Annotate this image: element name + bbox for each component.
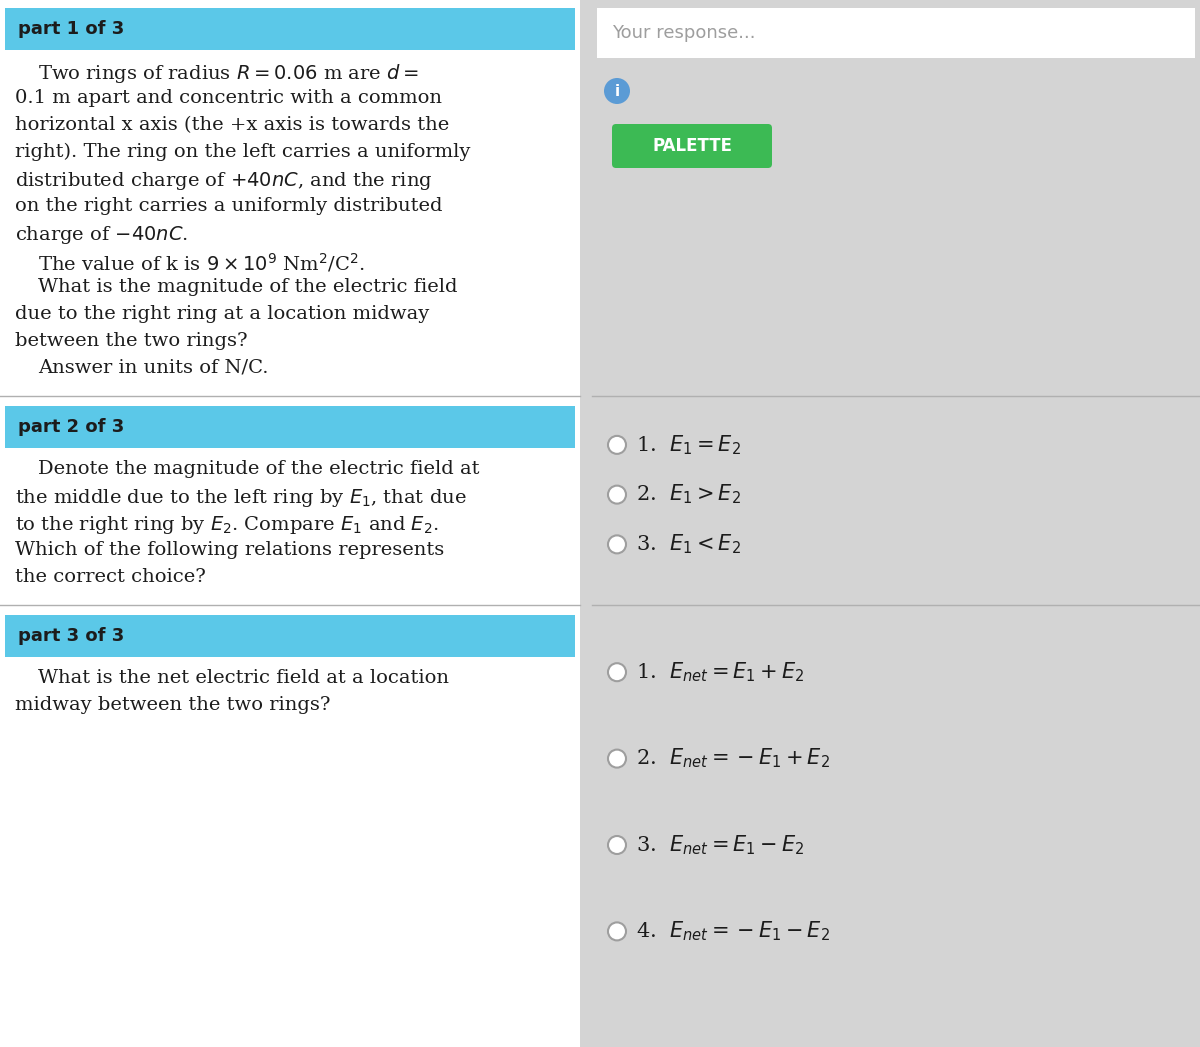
Text: The value of k is $9 \times 10^9$ Nm$^2$/C$^2$.: The value of k is $9 \times 10^9$ Nm$^2$… (38, 251, 365, 274)
Text: part 3 of 3: part 3 of 3 (18, 627, 125, 645)
Text: 1.  $E_{net} = E_1 + E_2$: 1. $E_{net} = E_1 + E_2$ (636, 661, 804, 684)
Circle shape (604, 77, 630, 104)
FancyBboxPatch shape (612, 124, 772, 168)
Text: 2.  $E_1 > E_2$: 2. $E_1 > E_2$ (636, 483, 740, 507)
Bar (5, 615, 575, 658)
Text: due to the right ring at a location midway: due to the right ring at a location midw… (14, 305, 430, 324)
Circle shape (608, 436, 626, 454)
Text: midway between the two rings?: midway between the two rings? (14, 696, 330, 714)
Circle shape (608, 836, 626, 854)
Text: horizontal x axis (the +x axis is towards the: horizontal x axis (the +x axis is toward… (14, 116, 449, 134)
Text: Denote the magnitude of the electric field at: Denote the magnitude of the electric fie… (38, 460, 480, 478)
Text: 3.  $E_1 < E_2$: 3. $E_1 < E_2$ (636, 533, 740, 556)
Circle shape (608, 663, 626, 682)
Circle shape (608, 535, 626, 554)
Text: the correct choice?: the correct choice? (14, 569, 206, 586)
Bar (592, 0, 1200, 1047)
Text: What is the net electric field at a location: What is the net electric field at a loca… (38, 669, 449, 687)
Text: Answer in units of N/C.: Answer in units of N/C. (38, 359, 269, 377)
Text: Your response...: Your response... (612, 24, 756, 42)
Bar (598, 8, 1195, 58)
Bar (5, 406, 575, 448)
Text: 4.  $E_{net} = -E_1 - E_2$: 4. $E_{net} = -E_1 - E_2$ (636, 919, 830, 943)
Text: part 1 of 3: part 1 of 3 (18, 20, 125, 38)
Text: to the right ring by $E_2$. Compare $E_1$ and $E_2$.: to the right ring by $E_2$. Compare $E_1… (14, 514, 439, 536)
Circle shape (608, 750, 626, 767)
Text: between the two rings?: between the two rings? (14, 332, 247, 350)
Text: charge of $-40nC$.: charge of $-40nC$. (14, 224, 188, 246)
Text: 3.  $E_{net} = E_1 - E_2$: 3. $E_{net} = E_1 - E_2$ (636, 833, 804, 856)
Text: part 2 of 3: part 2 of 3 (18, 418, 125, 436)
Text: the middle due to the left ring by $E_1$, that due: the middle due to the left ring by $E_1$… (14, 487, 467, 509)
Text: right). The ring on the left carries a uniformly: right). The ring on the left carries a u… (14, 143, 470, 161)
Circle shape (608, 486, 626, 504)
Text: PALETTE: PALETTE (652, 137, 732, 155)
Text: Two rings of radius $R = 0.06$ m are $d =$: Two rings of radius $R = 0.06$ m are $d … (38, 62, 419, 85)
Text: i: i (614, 84, 619, 98)
Text: What is the magnitude of the electric field: What is the magnitude of the electric fi… (38, 279, 457, 296)
Text: 0.1 m apart and concentric with a common: 0.1 m apart and concentric with a common (14, 89, 442, 107)
Bar (5, 8, 575, 50)
Bar (0, 0, 580, 1047)
Text: on the right carries a uniformly distributed: on the right carries a uniformly distrib… (14, 197, 443, 215)
Circle shape (608, 922, 626, 940)
Text: Which of the following relations represents: Which of the following relations represe… (14, 541, 444, 559)
Text: 1.  $E_1 = E_2$: 1. $E_1 = E_2$ (636, 433, 740, 456)
Text: distributed charge of $+40nC$, and the ring: distributed charge of $+40nC$, and the r… (14, 170, 432, 192)
Text: 2.  $E_{net} = -E_1 + E_2$: 2. $E_{net} = -E_1 + E_2$ (636, 747, 830, 771)
